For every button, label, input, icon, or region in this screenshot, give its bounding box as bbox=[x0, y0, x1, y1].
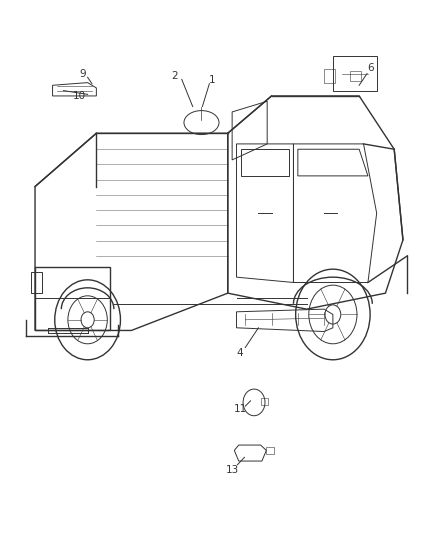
Text: 6: 6 bbox=[367, 63, 374, 73]
Bar bbox=[31, 272, 42, 293]
Bar bbox=[350, 71, 361, 81]
Text: 13: 13 bbox=[226, 465, 239, 475]
Bar bbox=[266, 447, 274, 454]
Text: 9: 9 bbox=[79, 69, 86, 78]
Bar bbox=[324, 69, 335, 83]
Text: 1: 1 bbox=[209, 75, 216, 85]
Text: 2: 2 bbox=[171, 71, 178, 80]
Text: 11: 11 bbox=[233, 405, 247, 414]
Text: 10: 10 bbox=[73, 91, 86, 101]
Text: 4: 4 bbox=[237, 348, 244, 358]
Bar bbox=[261, 398, 268, 405]
Bar bbox=[333, 56, 377, 91]
